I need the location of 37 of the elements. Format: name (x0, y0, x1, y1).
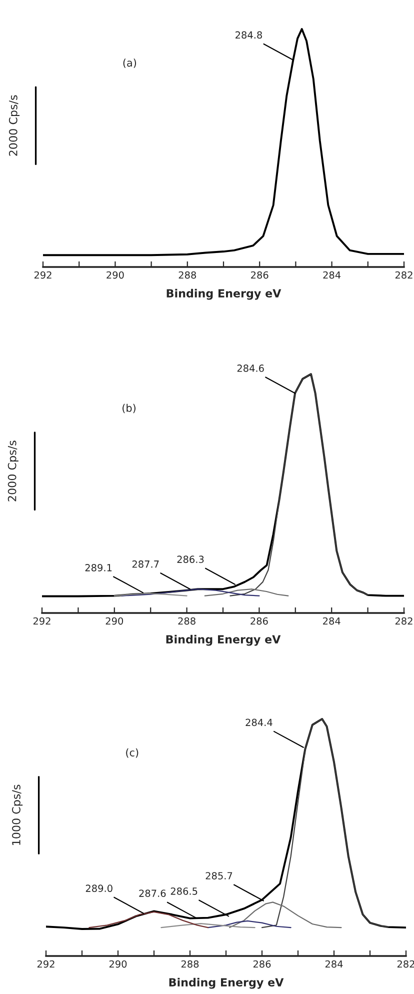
x-tick-label: 284 (323, 271, 341, 279)
y-axis-title: 1000 Cps/s (12, 784, 23, 845)
annotation: 284.8 (236, 31, 262, 39)
annotation: 289.0 (86, 884, 112, 892)
x-tick-label: 288 (178, 617, 196, 625)
annotation: 284.4 (246, 718, 272, 726)
x-tick-label: 290 (109, 960, 127, 968)
x-tick-label: 290 (106, 271, 124, 279)
x-tick-label: 292 (33, 617, 50, 625)
annotation: (a) (123, 58, 136, 68)
y-axis-title: 2000 Cps/s (8, 95, 20, 156)
x-axis-title: Binding Energy eV (166, 288, 282, 300)
x-tick-label: 284 (323, 617, 340, 625)
x-tick-label: 282 (397, 960, 414, 968)
x-tick-label: 286 (250, 617, 268, 625)
x-tick-label: 290 (106, 617, 124, 625)
x-axis-title: Binding Energy eV (166, 634, 281, 646)
x-tick-label: 282 (395, 271, 412, 279)
x-tick-label: 284 (325, 960, 343, 968)
x-tick-label: 282 (395, 617, 412, 625)
annotation: 286.5 (170, 887, 198, 895)
y-axis-title: 2000 Cps/s (8, 440, 18, 502)
x-tick-label: 288 (181, 960, 199, 968)
x-tick-label: 286 (251, 271, 268, 279)
x-axis-title: Binding Energy eV (169, 978, 284, 989)
annotation: 287.6 (139, 890, 166, 897)
annotation: 284.6 (237, 364, 264, 372)
annotation: 287.7 (132, 560, 159, 568)
x-tick-label: 292 (37, 960, 54, 968)
x-tick-label: 288 (178, 271, 196, 279)
x-tick-label: 286 (253, 960, 271, 968)
x-tick-label: 292 (34, 271, 52, 279)
annotation: (c) (126, 748, 138, 758)
annotation: 289.1 (85, 564, 112, 572)
annotation: (b) (122, 404, 136, 414)
annotation: 286.3 (177, 556, 204, 564)
annotation: 285.7 (206, 872, 232, 880)
